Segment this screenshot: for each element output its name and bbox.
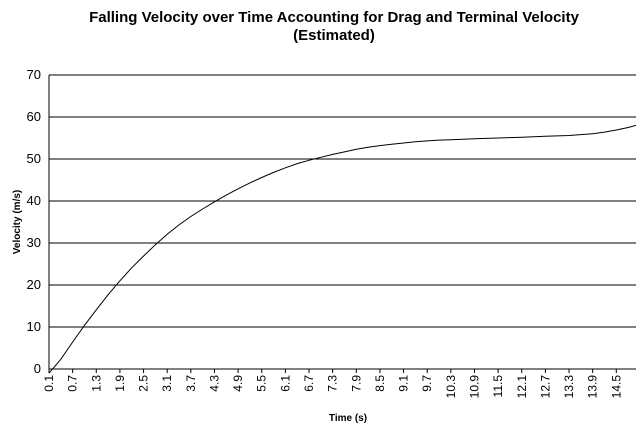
y-tick-label: 40 — [27, 193, 41, 208]
chart-title-line-2: (Estimated) — [293, 27, 375, 44]
x-axis-label: Time (s) — [329, 413, 367, 424]
y-tick-label: 20 — [27, 277, 41, 292]
series-line — [48, 124, 637, 374]
y-tick-label: 50 — [27, 151, 41, 166]
gridlines — [48, 74, 636, 370]
x-tick-label: 4.9 — [231, 375, 245, 392]
y-tick-label: 0 — [34, 361, 41, 376]
y-tick-label: 60 — [27, 109, 41, 124]
x-tick-label: 12.1 — [515, 375, 529, 399]
x-tick-label: 7.9 — [349, 375, 363, 392]
y-tick-label: 10 — [27, 319, 41, 334]
x-tick-label: 3.1 — [160, 375, 174, 392]
x-tick-label: 1.3 — [89, 375, 103, 392]
x-tick-label: 0.1 — [42, 375, 56, 392]
x-tick-label: 0.7 — [66, 375, 80, 392]
y-tick-label: 70 — [27, 67, 41, 82]
x-tick-label: 2.5 — [137, 375, 151, 392]
plot-area — [48, 124, 637, 374]
x-tick-label: 1.9 — [113, 375, 127, 392]
x-tick-label: 11.5 — [491, 375, 505, 398]
x-tick-label: 6.1 — [278, 375, 292, 392]
y-tick-label: 30 — [27, 235, 41, 250]
x-tick-label: 9.1 — [397, 375, 411, 392]
x-tick-label: 12.7 — [538, 375, 552, 399]
x-tick-label: 4.3 — [207, 375, 221, 392]
x-tick-label: 8.5 — [373, 375, 387, 392]
x-tick-label: 3.7 — [184, 375, 198, 392]
x-tick-label: 6.7 — [302, 375, 316, 392]
x-tick-label: 13.9 — [586, 375, 600, 399]
x-tick-label: 13.3 — [562, 375, 576, 399]
x-axis-ticks: 0.1 0.7 1.3 1.9 2.5 3.1 3.7 4.3 4.9 5.5 6.1 6.7 7.3 7… — [42, 369, 623, 398]
y-axis-ticks: 0 10 20 30 40 50 60 70 — [27, 67, 41, 376]
x-tick-label: 10.3 — [444, 375, 458, 399]
y-axis-label: Velocity (m/s) — [12, 190, 23, 254]
x-tick-label: 7.3 — [326, 375, 340, 392]
x-tick-label: 14.5 — [609, 375, 623, 399]
x-tick-label: 9.7 — [420, 375, 434, 392]
x-tick-label: 10.9 — [467, 375, 481, 399]
chart-title-line-1: Falling Velocity over Time Accounting fo… — [89, 9, 579, 26]
x-tick-label: 5.5 — [255, 375, 269, 392]
